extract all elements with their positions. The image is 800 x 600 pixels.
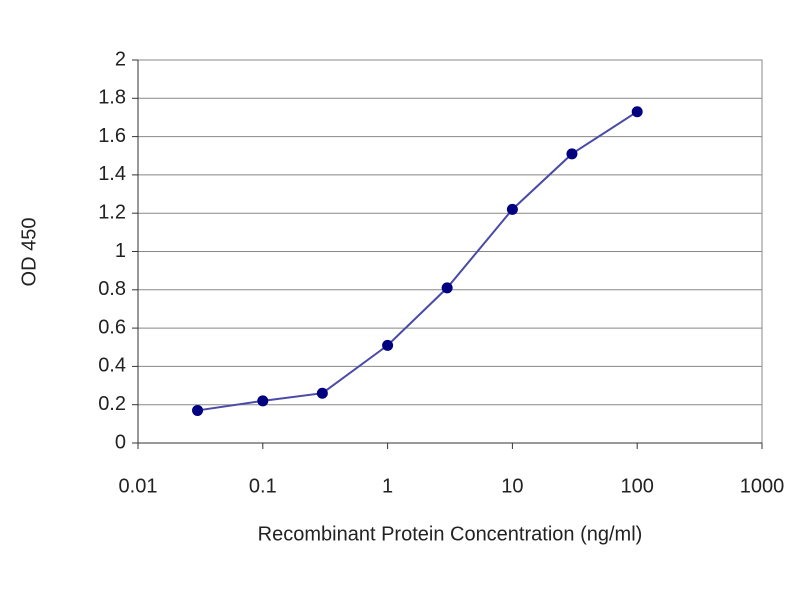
data-point <box>441 282 453 294</box>
x-tick-label: 100 <box>621 475 654 497</box>
y-tick-label: 1.6 <box>98 125 126 147</box>
y-tick-label: 0 <box>115 431 126 453</box>
y-tick-label: 0.2 <box>98 393 126 415</box>
data-point <box>316 387 328 399</box>
y-tick-label: 1.2 <box>98 201 126 223</box>
data-point <box>382 339 394 351</box>
y-tick-label: 0.8 <box>98 278 126 300</box>
x-tick-label: 1000 <box>740 475 785 497</box>
x-tick-label: 1 <box>382 475 393 497</box>
series-line <box>197 110 638 412</box>
x-axis-label: Recombinant Protein Concentration (ng/ml… <box>258 523 643 545</box>
data-point <box>506 203 518 215</box>
data-point <box>631 106 643 118</box>
x-tick-label: 0.1 <box>249 475 277 497</box>
x-tick-label: 0.01 <box>119 475 158 497</box>
y-tick-label: 0.6 <box>98 316 126 338</box>
y-tick-label: 1 <box>115 240 126 262</box>
y-tick-label: 1.8 <box>98 87 126 109</box>
y-tick-label: 2 <box>115 48 126 70</box>
data-point <box>257 395 269 407</box>
y-tick-label: 1.4 <box>98 163 126 185</box>
y-axis-label: OD 450 <box>18 218 40 287</box>
data-point <box>566 148 578 160</box>
data-point <box>192 404 204 416</box>
x-tick-label: 10 <box>501 475 523 497</box>
y-tick-label: 0.4 <box>98 355 126 377</box>
